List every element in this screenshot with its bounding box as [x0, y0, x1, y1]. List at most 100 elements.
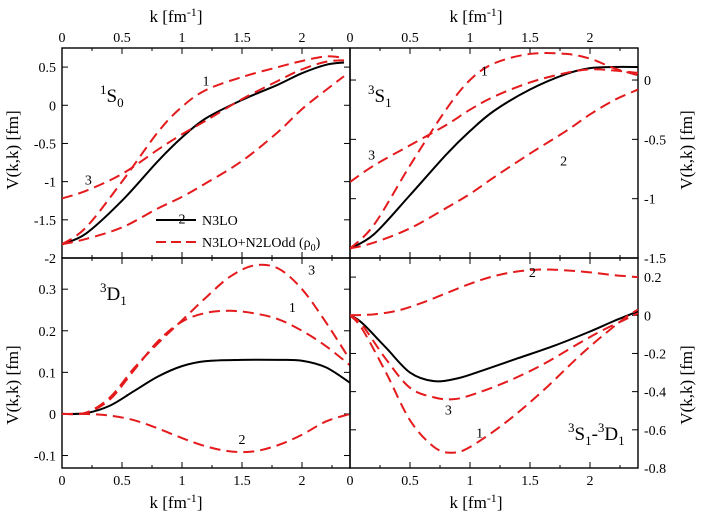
series-line-3 — [62, 59, 345, 200]
curve-label-2: 2 — [560, 154, 567, 169]
x-tick-label: 1.5 — [233, 474, 251, 489]
panel-label-main: D — [107, 284, 121, 305]
left-y-axis-title-top: V(k,k) [fm] — [3, 110, 22, 189]
top-left-x-title-main: k [fm — [150, 7, 187, 26]
curve-label-2: 2 — [239, 433, 246, 448]
panel-label-main: S — [375, 86, 386, 107]
y-tick-label: 0.5 — [39, 61, 57, 76]
x-tick-label: 0.5 — [113, 31, 131, 46]
curve-label-1: 1 — [289, 301, 296, 316]
x-tick-label: 1 — [467, 31, 474, 46]
panel-label-main: S — [107, 86, 118, 107]
y-tick-label: -0.5 — [644, 133, 666, 148]
x-tick-label: 1 — [179, 474, 186, 489]
curve-label-3: 3 — [308, 264, 315, 279]
series-line-2 — [350, 88, 638, 250]
panels-group: 00.511.52-2-1.5-1-0.500.51231S000.511.52… — [34, 31, 666, 489]
series-line-n3lo — [350, 310, 638, 383]
y-tick-label: -1 — [644, 193, 656, 208]
y-tick-label: -0.5 — [34, 137, 56, 152]
right-y-axis-title-top: V(k,k) [fm] — [677, 110, 696, 189]
bottom-x-axis-title-left: k [fm-1] — [150, 491, 203, 512]
y-tick-label: -2 — [44, 252, 56, 267]
panel-label-main: S — [575, 424, 586, 445]
x-tick-label: 0.5 — [401, 474, 419, 489]
series-line-1 — [62, 309, 350, 416]
curve-label-1: 1 — [203, 74, 210, 89]
series-line-1 — [62, 55, 345, 246]
bottom-right-x-title-sup: -1 — [487, 491, 497, 505]
curve-label-3: 3 — [368, 149, 375, 164]
series-line-n3lo — [62, 358, 350, 415]
x-tick-label: 0 — [347, 31, 354, 46]
y-tick-label: -0.4 — [644, 386, 666, 401]
curve-label-1: 1 — [476, 426, 483, 441]
top-x-axis-title: k [fm-1] — [450, 5, 503, 26]
legend-dd-end: ) — [316, 236, 321, 251]
x-tick-label: 1 — [467, 474, 474, 489]
x-tick-label: 0.5 — [401, 31, 419, 46]
series-line-3 — [62, 263, 350, 416]
y-tick-label: -0.1 — [34, 450, 56, 465]
legend: N3LO N3LO+N2LOdd (ρ0) — [156, 214, 321, 254]
top-x-axis-title-left: k [fm-1] — [150, 5, 203, 26]
bottom-x-axis-title-right: k [fm-1] — [450, 491, 503, 512]
curve-label-1: 1 — [481, 64, 488, 79]
series-line-3 — [350, 68, 638, 183]
curve-label-2: 2 — [529, 266, 536, 281]
top-x-title-main: k [fm — [450, 7, 487, 26]
y-tick-label: 0.2 — [39, 325, 57, 340]
series-line-3 — [350, 312, 638, 401]
y-tick-label: 0.2 — [644, 271, 662, 286]
x-tick-label: 0 — [347, 474, 354, 489]
panel-label2-sup: 3 — [598, 420, 605, 435]
curve-label-3: 3 — [445, 404, 452, 419]
legend-label-n3lo-n2lodd: N3LO+N2LOdd (ρ0) — [202, 236, 321, 254]
panel-label-sup: 3 — [568, 420, 575, 435]
axis-titles: k [fm-1] k [fm-1] k [fm-1] k [fm-1] V(k,… — [3, 5, 696, 512]
top-left-x-title-end: ] — [197, 7, 203, 26]
panel-label-dash: - — [592, 424, 598, 445]
top-x-title-end: ] — [497, 7, 503, 26]
bottom-left-x-title-sup: -1 — [187, 491, 197, 505]
y-tick-label: -0.2 — [644, 347, 666, 362]
panel-label-sup: 3 — [100, 280, 107, 295]
panel-frame — [349, 257, 639, 469]
y-tick-label: 0 — [49, 408, 56, 423]
legend-label-n3lo: N3LO — [202, 214, 238, 229]
panel-label-sup: 1 — [100, 82, 107, 97]
panel-label2-main: D — [604, 424, 618, 445]
series-line-2 — [350, 268, 638, 317]
panel-label-3S1-3D1: 3S1-3D1 — [568, 420, 625, 448]
series-line-1 — [350, 308, 638, 454]
y-tick-label: 0 — [644, 309, 651, 324]
y-tick-label: -1.5 — [644, 252, 666, 267]
x-tick-label: 2 — [299, 474, 306, 489]
bottom-right-x-title-main: k [fm — [450, 493, 487, 512]
top-x-title-sup: -1 — [487, 5, 497, 19]
panel-label-sub: 0 — [117, 95, 124, 110]
y-tick-label: 0.1 — [39, 366, 57, 381]
panel-label-1S0: 1S0 — [100, 82, 124, 110]
x-tick-label: 2 — [587, 31, 594, 46]
y-tick-label: 0.3 — [39, 283, 57, 298]
right-y-axis-title-bottom: V(k,k) [fm] — [677, 345, 696, 424]
x-tick-label: 1.5 — [521, 474, 539, 489]
x-tick-label: 0 — [59, 31, 66, 46]
x-tick-label: 1.5 — [521, 31, 539, 46]
y-tick-label: 0 — [49, 99, 56, 114]
series-line-1 — [350, 52, 638, 250]
bottom-right-x-title-end: ] — [497, 493, 503, 512]
y-tick-label: -0.8 — [644, 462, 666, 477]
curve-label-3: 3 — [85, 174, 92, 189]
panel-frame — [349, 47, 639, 259]
panel-label-3S1: 3S1 — [368, 82, 392, 110]
series-line-n3lo — [350, 65, 638, 250]
x-tick-label: 0 — [59, 474, 66, 489]
panel-label-sub: 1 — [120, 293, 127, 308]
series-line-2 — [62, 412, 350, 454]
